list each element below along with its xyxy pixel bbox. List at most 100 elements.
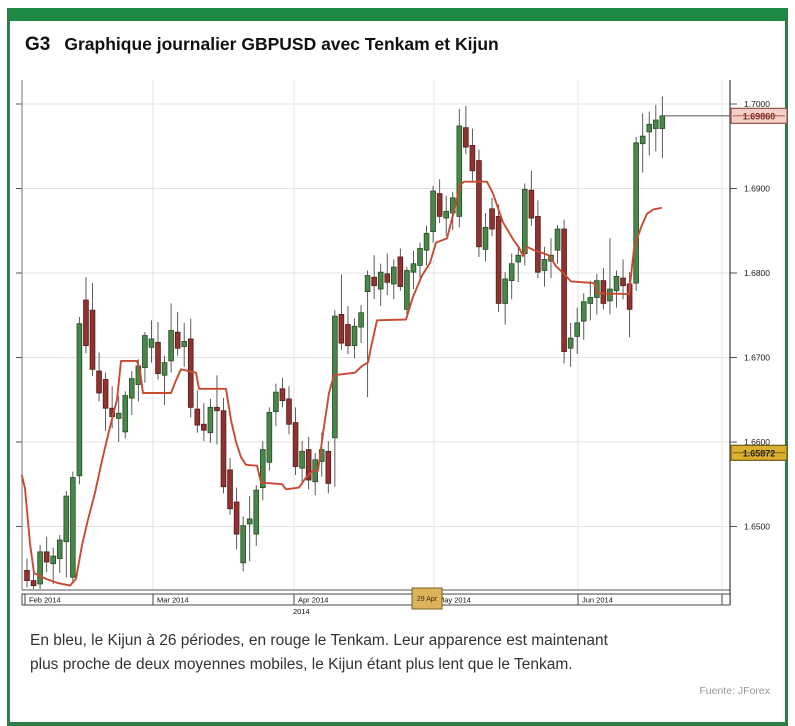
candle-up (580, 301, 587, 322)
candle-up (607, 288, 613, 302)
last-price-label: 1.69860 (743, 111, 776, 121)
candle-up (653, 119, 659, 129)
date-highlight-box (411, 587, 443, 610)
month-label: Jun 2014 (582, 596, 613, 605)
candle-up (37, 551, 43, 585)
candle-down (286, 398, 292, 425)
y-axis-label: 1.7000 (744, 99, 770, 109)
candle-down (43, 551, 50, 563)
candle-up (63, 495, 70, 543)
candle-up (50, 555, 56, 565)
candle-up (377, 271, 384, 290)
caption-line-1: En bleu, le Kijun à 26 périodes, en roug… (30, 632, 608, 649)
candle-down (463, 127, 469, 148)
candle-up (253, 489, 260, 535)
y-axis-label: 1.6800 (744, 268, 770, 278)
y-axis-label: 1.6700 (744, 353, 770, 363)
candle-up (142, 335, 148, 369)
candle-up (273, 391, 279, 412)
candle-up (554, 228, 561, 251)
candle-down (227, 469, 233, 510)
candle-down (279, 388, 286, 401)
candle-up (515, 254, 522, 263)
candle-up (567, 337, 574, 349)
candle-down (201, 423, 207, 431)
candle-down (214, 406, 220, 412)
candlestick-chart: 1.7000 1.6900 1.6800 1.6700 1.6600 1.6500 Feb … (16, 80, 788, 616)
candle-up (390, 266, 397, 285)
figure-caption: En bleu, le Kijun à 26 périodes, en roug… (30, 629, 775, 677)
candle-down (495, 215, 502, 304)
candle-up (207, 406, 214, 434)
y-axis-label: 1.6500 (744, 522, 770, 532)
candle-up (128, 378, 135, 399)
candle-up (148, 338, 155, 348)
candle-up (522, 188, 528, 254)
candle-up (70, 477, 76, 578)
candle-down (436, 193, 443, 217)
y-axis-label: 1.6600 (744, 437, 770, 447)
candle-down (345, 324, 351, 347)
candle-down (561, 228, 567, 352)
candle-down (384, 273, 391, 283)
candle-down (89, 309, 96, 370)
candle-up (659, 115, 666, 129)
candle-up (168, 330, 174, 362)
candle-up (502, 278, 508, 304)
candle-down (469, 145, 476, 172)
source-credit: Fuente: JForex (699, 685, 770, 697)
candle-up (410, 263, 417, 273)
candle-down (600, 280, 607, 304)
figure-header: G3 Graphique journalier GBPUSD avec Tenk… (25, 34, 499, 56)
candle-up (358, 312, 364, 328)
month-label: Mar 2014 (157, 596, 189, 605)
candle-down (174, 331, 181, 349)
candle-up (364, 275, 371, 292)
candle-up (56, 539, 63, 560)
candle-up (456, 125, 463, 217)
candle-down (194, 408, 201, 426)
candle-up (639, 135, 646, 145)
candle-down (528, 189, 535, 219)
figure-title: Graphique journalier GBPUSD avec Tenkam … (64, 34, 499, 54)
candle-down (187, 338, 194, 408)
tenkan-line (21, 180, 662, 587)
candle-up (266, 412, 273, 463)
candle-up (351, 325, 358, 347)
second-price-label: 1.65872 (743, 448, 776, 458)
date-highlight-label: 29 Apr (417, 596, 438, 603)
month-label: May 2014 (438, 596, 471, 605)
month-label: Apr 2014 (298, 596, 328, 605)
candle-up (423, 232, 430, 251)
candle-up (161, 362, 168, 376)
candle-down (476, 160, 482, 248)
month-label: Feb 2014 (29, 596, 61, 605)
candle-down (397, 256, 404, 287)
candle-up (417, 248, 423, 266)
candle-up (115, 412, 122, 419)
candle-up (259, 449, 266, 489)
year-label: 2014 (293, 607, 310, 616)
candle-up (443, 210, 449, 219)
candle-down (24, 570, 30, 581)
candle-up (541, 259, 548, 271)
candle-up (332, 315, 338, 439)
candle-down (305, 449, 312, 481)
candle-down (102, 379, 109, 409)
x-axis-label-bar (21, 593, 731, 606)
candle-up (299, 450, 305, 469)
candle-down (620, 277, 626, 287)
candle-down (371, 276, 377, 287)
candle-down (535, 215, 541, 273)
candle-up (613, 275, 620, 292)
y-axis-label: 1.6900 (744, 184, 770, 194)
candle-up (122, 395, 129, 433)
candle-down (489, 208, 495, 230)
candle-up (76, 323, 83, 477)
candle-down (96, 370, 102, 394)
candle-up (482, 226, 489, 250)
caption-line-2: plus proche de deux moyennes mobiles, le… (30, 656, 573, 673)
candle-down (220, 410, 227, 488)
candle-down (292, 422, 299, 467)
candle-up (646, 123, 653, 133)
